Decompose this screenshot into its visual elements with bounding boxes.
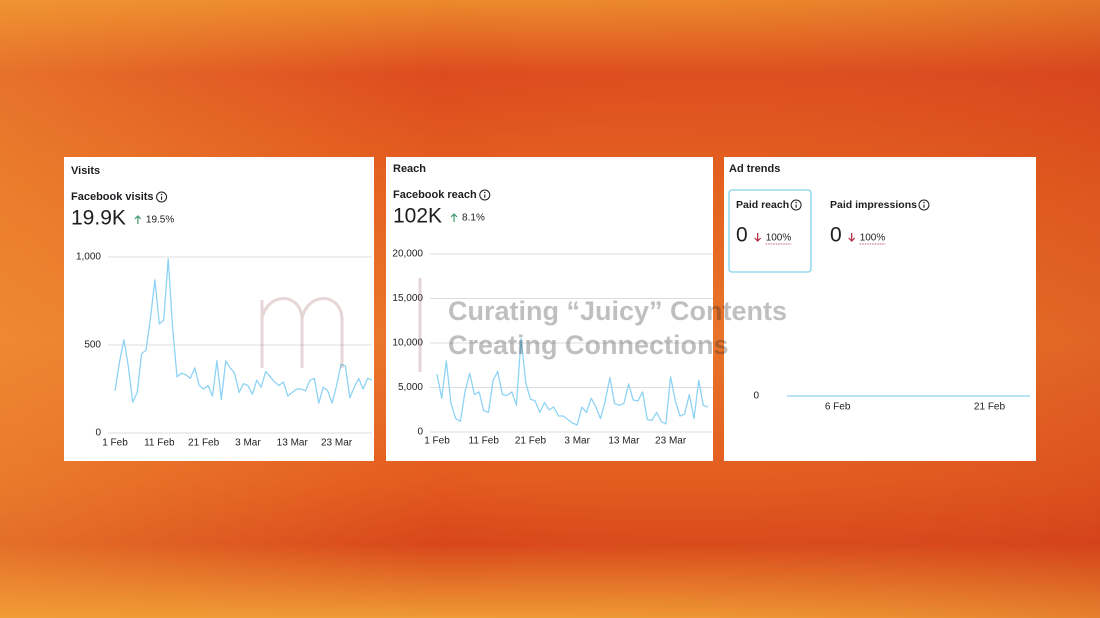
y-tick-label: 0 <box>753 391 759 402</box>
info-icon <box>790 199 802 211</box>
card-title: Visits <box>71 165 100 177</box>
x-tick-label: 23 Mar <box>655 436 687 447</box>
x-tick-label: 1 Feb <box>102 438 128 449</box>
x-tick-label: 1 Feb <box>424 436 450 447</box>
info-icon-dot <box>923 201 925 204</box>
change-arrow <box>450 213 458 222</box>
info-icon <box>156 191 168 203</box>
card-title: Reach <box>393 163 426 175</box>
kpi-value: 0 <box>736 224 748 247</box>
x-tick-label: 21 Feb <box>188 438 220 449</box>
x-tick-label: 13 Mar <box>277 438 309 449</box>
metric-label: Facebook visits <box>71 191 154 203</box>
x-tick-label: 3 Mar <box>564 436 590 447</box>
info-icon-dot <box>484 191 486 194</box>
x-tick-label: 21 Feb <box>515 436 547 447</box>
kpi-change: 100% <box>766 233 792 244</box>
series-line <box>114 258 373 404</box>
y-tick-label: 0 <box>417 427 423 438</box>
x-tick-label: 23 Mar <box>321 438 353 449</box>
x-tick-label: 3 Mar <box>235 438 261 449</box>
watermark: Curating “Juicy” Contents Creating Connec… <box>260 278 787 372</box>
card-title: Ad trends <box>729 163 780 175</box>
card <box>386 157 713 461</box>
kpi-value: 0 <box>830 224 842 247</box>
series-line <box>436 337 709 426</box>
x-tick-label: 11 Feb <box>144 438 175 449</box>
x-tick-label: 21 Feb <box>974 402 1006 413</box>
info-icon <box>918 199 930 211</box>
change-arrow <box>754 233 762 242</box>
y-tick-label: 10,000 <box>392 338 423 349</box>
metric-change: 8.1% <box>462 213 485 224</box>
y-tick-label: 0 <box>95 428 101 439</box>
card <box>64 157 374 461</box>
metric-change: 19.5% <box>146 215 174 226</box>
watermark-text: Creating Connections <box>448 330 729 360</box>
y-tick-label: 500 <box>84 340 101 351</box>
card-content: Ad trends Paid reach 0 100% Paid impressions… <box>728 163 1030 413</box>
x-tick-label: 13 Mar <box>608 436 640 447</box>
y-tick-label: 1,000 <box>76 252 101 263</box>
metric-label: Facebook reach <box>393 189 477 201</box>
kpi-change: 100% <box>860 233 886 244</box>
info-icon-dot <box>795 201 797 204</box>
x-tick-label: 11 Feb <box>469 436 500 447</box>
watermark-logo <box>260 278 422 372</box>
card-content: Reach Facebook reach 102K 8.1% 20,000 15,000 1… <box>392 163 713 447</box>
kpi-label[interactable]: Paid impressions <box>830 199 917 211</box>
info-icon-dot <box>160 193 163 196</box>
info-icon <box>479 189 491 201</box>
change-arrow <box>134 215 142 224</box>
metric-total: 102K <box>393 205 442 228</box>
metric-total: 19.9K <box>71 207 126 230</box>
y-tick-label: 5,000 <box>398 382 423 393</box>
card <box>724 157 1036 461</box>
y-tick-label: 20,000 <box>392 249 423 260</box>
change-arrow <box>848 233 856 242</box>
watermark-text: Curating “Juicy” Contents <box>448 296 787 326</box>
kpi-selected-box[interactable] <box>728 189 812 273</box>
card-content: Visits Facebook visits 19.9K 19.5% 1,000 500 0… <box>71 165 373 449</box>
y-tick-label: 15,000 <box>392 293 423 304</box>
kpi-label[interactable]: Paid reach <box>736 199 789 211</box>
x-tick-label: 6 Feb <box>825 402 851 413</box>
